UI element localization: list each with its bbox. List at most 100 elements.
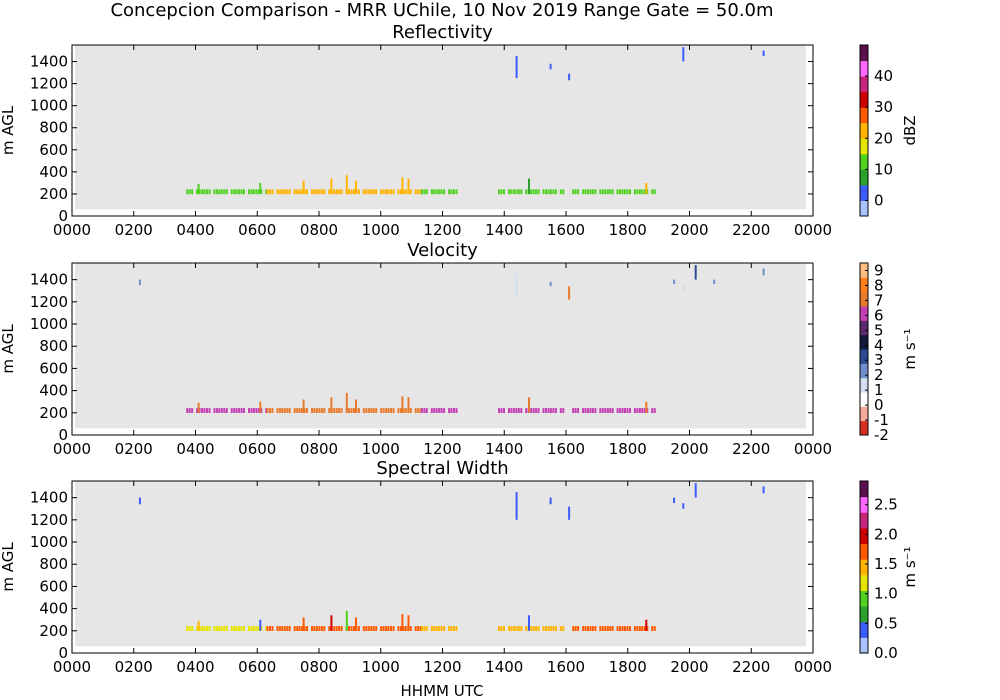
y-tick-label: 1000 (30, 533, 68, 551)
layer-segment (409, 408, 412, 413)
layer-segment (208, 408, 211, 413)
layer-segment (276, 408, 279, 413)
colorbar-tick-label: 20 (874, 129, 893, 147)
x-tick-label: 0000 (794, 440, 832, 458)
layer-segment (188, 408, 191, 413)
y-tick-label: 1000 (30, 315, 68, 333)
layer-segment (357, 189, 360, 195)
layer-segment (306, 408, 308, 413)
layer-segment (230, 626, 233, 631)
layer-segment (599, 189, 602, 195)
layer-segment (591, 626, 594, 631)
x-axis-label: HHMM UTC (401, 682, 484, 700)
layer-segment (380, 626, 383, 631)
layer-segment (367, 189, 370, 195)
layer-segment (399, 626, 402, 631)
x-tick-label: 0400 (176, 440, 214, 458)
layer-segment (525, 189, 528, 195)
layer-segment (220, 408, 223, 413)
colorbar-segment (860, 76, 868, 93)
layer-segment (367, 408, 370, 413)
layer-segment (276, 189, 279, 195)
layer-segment (633, 626, 636, 631)
colorbar-segment (860, 606, 868, 623)
layer-segment (311, 408, 313, 413)
colorbar-segment (860, 377, 868, 393)
x-tick-label: 0000 (53, 221, 91, 239)
layer-segment (225, 408, 228, 413)
high-echo (549, 497, 552, 505)
high-echo (682, 503, 685, 509)
colorbar-segment (860, 481, 868, 498)
layer-segment (375, 626, 378, 631)
layer-segment (370, 626, 373, 631)
layer-segment (433, 189, 436, 195)
layer-segment (435, 189, 438, 195)
layer-segment (636, 408, 639, 413)
high-echo (138, 279, 141, 286)
layer-segment (438, 189, 441, 195)
layer-segment (250, 408, 253, 413)
layer-segment (594, 408, 597, 413)
colorbar-segment (860, 184, 868, 201)
layer-segment (390, 189, 392, 195)
layer-segment (653, 626, 656, 631)
layer-segment (367, 626, 370, 631)
layer-segment (629, 189, 631, 195)
layer-segment (420, 408, 423, 413)
layer-segment (510, 408, 513, 413)
x-tick-label: 2000 (670, 440, 708, 458)
layer-segment (433, 408, 436, 413)
layer-segment (266, 626, 269, 631)
layer-segment (601, 408, 604, 413)
layer-segment (387, 189, 390, 195)
x-tick-label: 1400 (485, 440, 523, 458)
high-echo (713, 279, 716, 284)
layer-segment (235, 189, 238, 195)
colorbar-label: m s⁻¹ (901, 546, 919, 587)
layer-segment (440, 189, 443, 195)
layer-segment (203, 189, 206, 195)
layer-segment (606, 189, 609, 195)
layer-segment (606, 408, 609, 413)
layer-segment (255, 189, 258, 195)
layer-segment (318, 189, 321, 195)
layer-segment (248, 626, 250, 631)
layer-segment (333, 189, 336, 195)
layer-segment (621, 408, 624, 413)
layer-segment (248, 408, 250, 413)
x-tick-label: 1600 (547, 440, 585, 458)
layer-segment (611, 408, 614, 413)
layer-segment (591, 408, 594, 413)
layer-segment (230, 408, 233, 413)
high-echo (694, 265, 697, 280)
y-tick-label: 400 (39, 600, 68, 618)
y-axis-label: m AGL (0, 105, 17, 155)
layer-segment (269, 626, 271, 631)
layer-segment (433, 626, 436, 631)
layer-segment (306, 626, 308, 631)
layer-segment (235, 408, 238, 413)
layer-segment (604, 408, 607, 413)
y-tick-label: 800 (39, 337, 68, 355)
layer-segment (535, 408, 538, 413)
layer-segment (323, 408, 326, 413)
layer-segment (589, 626, 592, 631)
layer-segment (582, 408, 585, 413)
layer-segment (510, 189, 513, 195)
layer-segment (350, 408, 353, 413)
layer-segment (423, 189, 426, 195)
layer-segment (629, 626, 631, 631)
high-echo (762, 50, 765, 56)
layer-segment (203, 626, 206, 631)
layer-segment (353, 408, 355, 413)
layer-segment (191, 626, 194, 631)
layer-segment (313, 626, 316, 631)
layer-segment (385, 408, 388, 413)
layer-segment (508, 626, 510, 631)
colorbar-tick-label: 10 (874, 160, 893, 178)
layer-segment (375, 189, 378, 195)
x-tick-label: 1200 (423, 440, 461, 458)
layer-segment (315, 189, 318, 195)
layer-segment (404, 626, 407, 631)
